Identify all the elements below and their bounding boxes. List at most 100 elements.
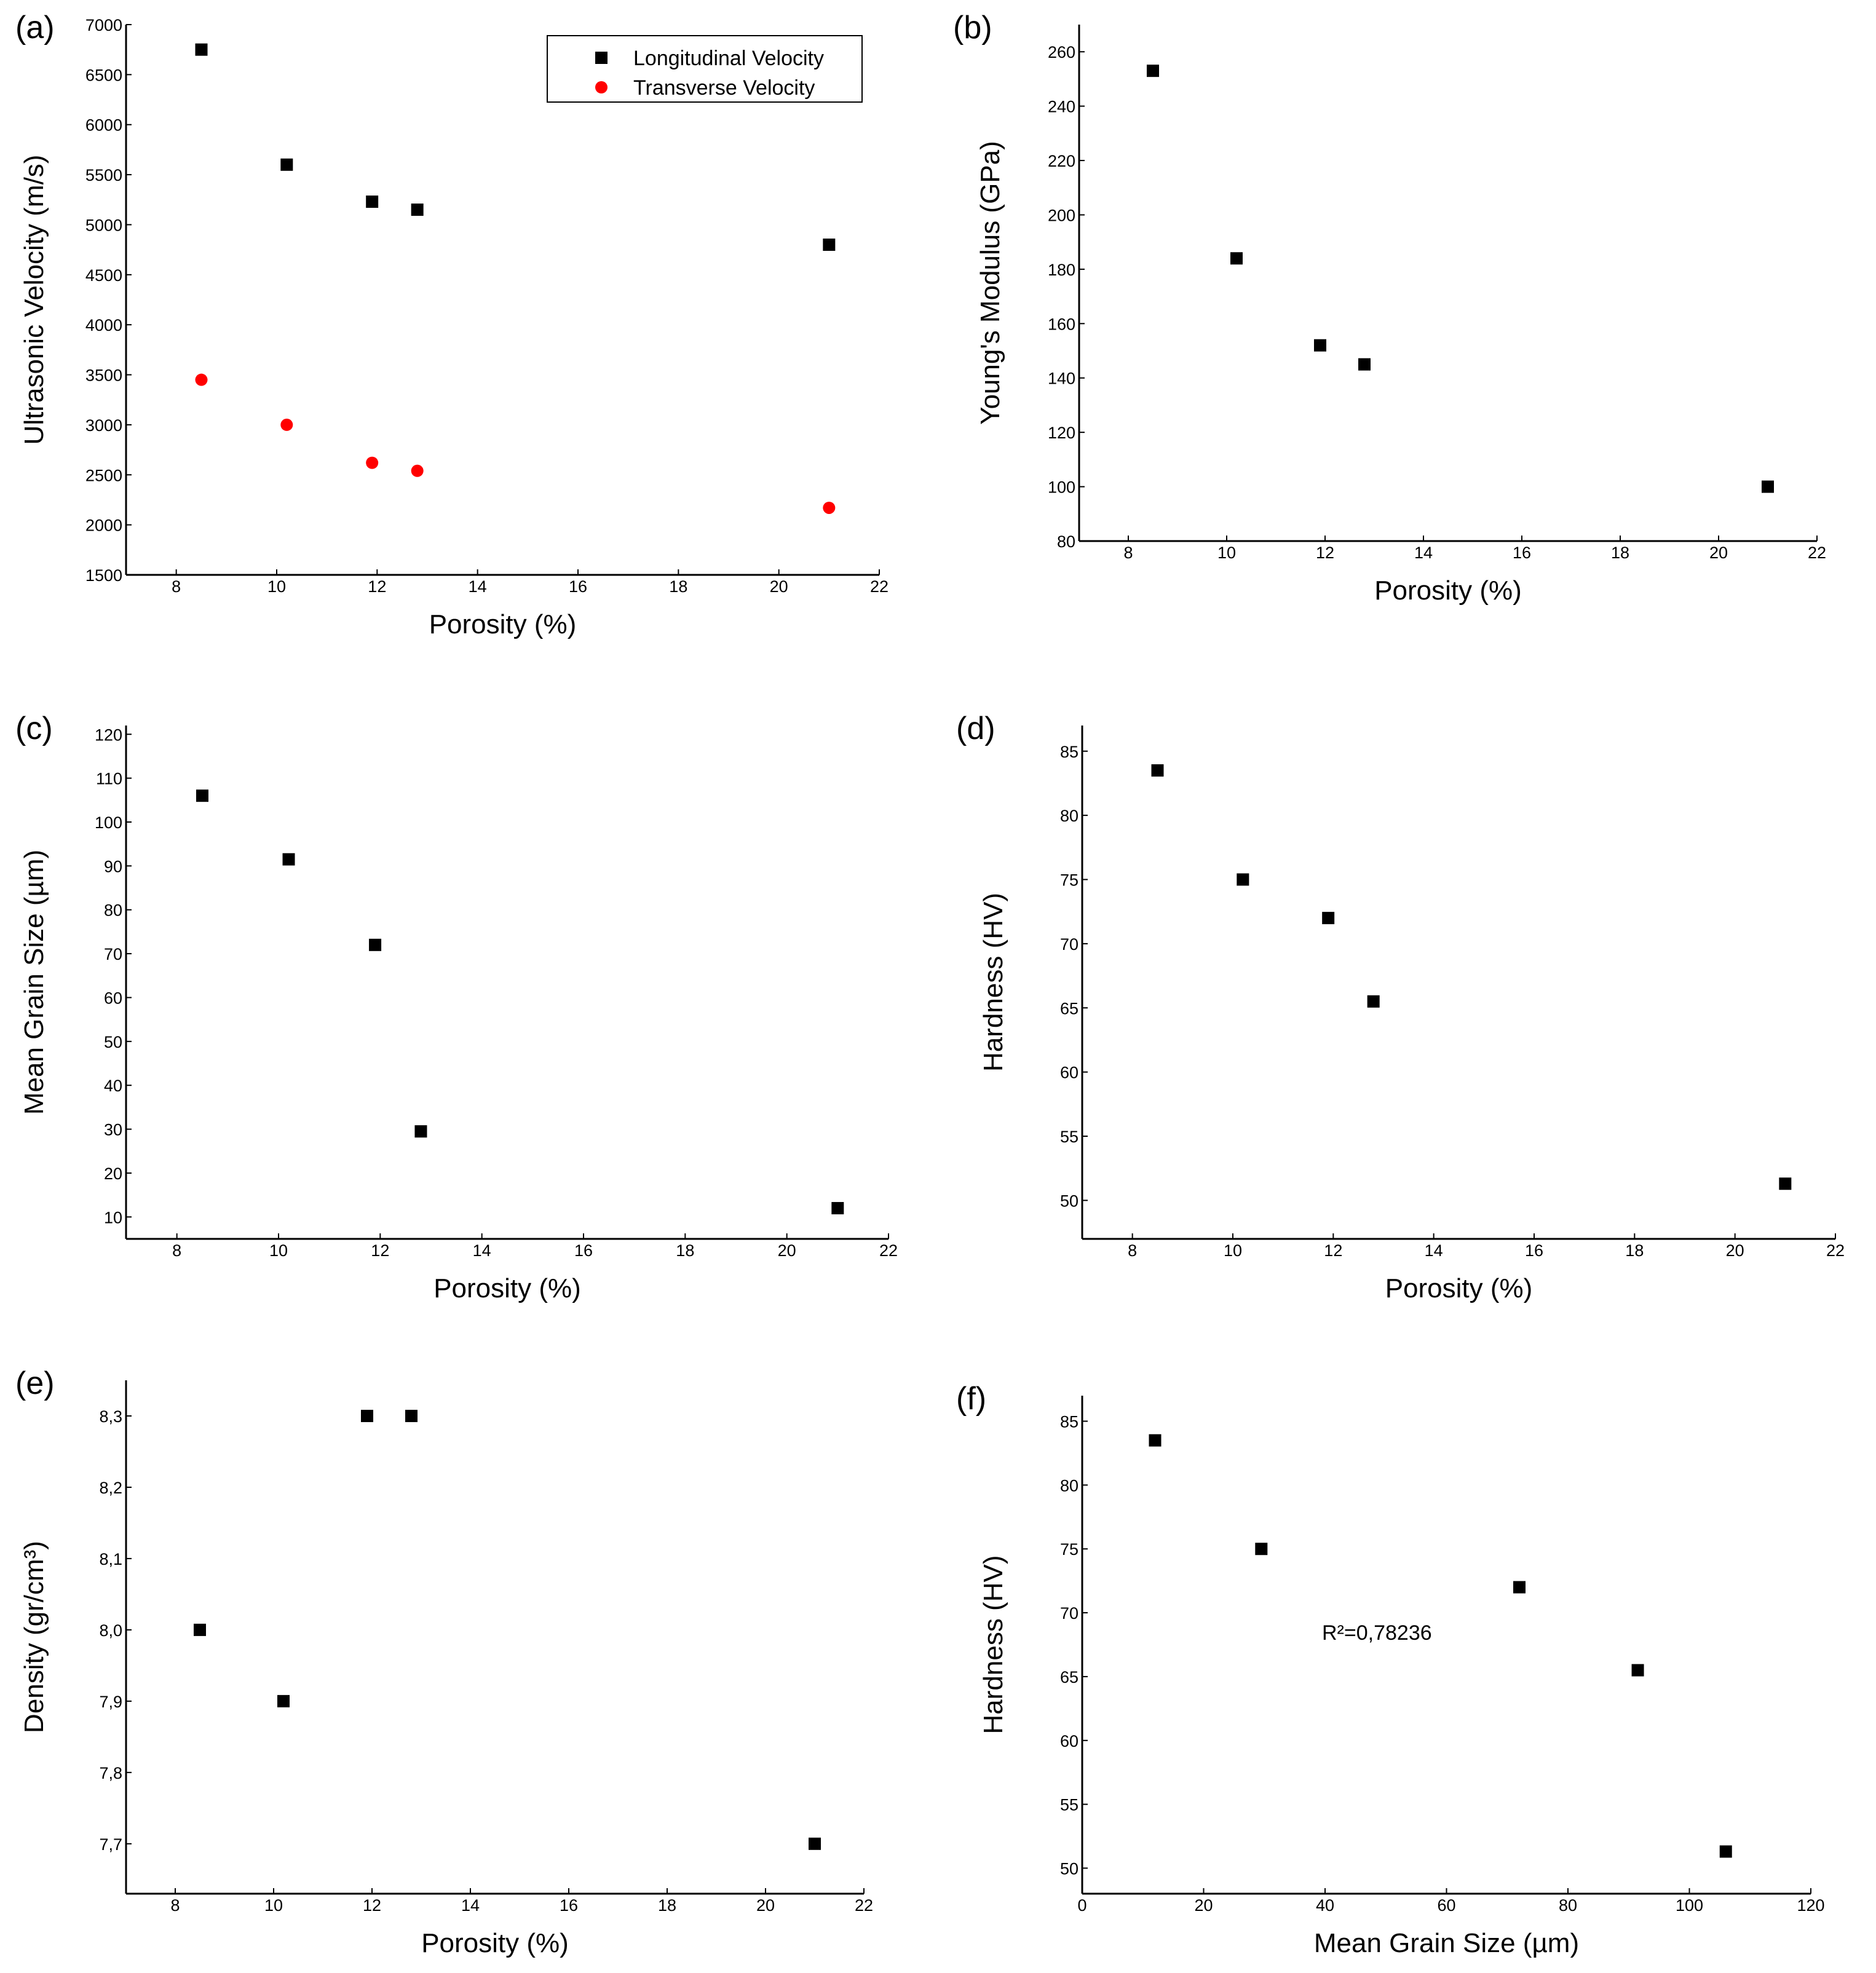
data-point (823, 239, 836, 251)
y-tick-label: 60 (1060, 1064, 1079, 1082)
data-point (1779, 1177, 1792, 1190)
data-point (1719, 1845, 1732, 1858)
x-tick-label: 10 (1224, 1241, 1242, 1260)
y-tick-label: 7,9 (99, 1693, 122, 1711)
chart-panel-d: (d) 8 10 12 14 16 18 20 22 50 55 60 65 70 75 80 85 Porosi… (956, 711, 1845, 1303)
data-point (1147, 65, 1159, 77)
x-tick-label: 14 (469, 577, 487, 596)
data-point (369, 938, 382, 951)
y-tick-label: 70 (104, 945, 122, 963)
x-tick-label: 20 (778, 1241, 796, 1260)
y-tick-label: 80 (1060, 1476, 1079, 1495)
y-tick-label: 70 (1060, 1604, 1079, 1623)
y-tick-label: 220 (1048, 152, 1075, 170)
y-tick-label: 8,3 (99, 1407, 122, 1426)
x-tick-label: 22 (870, 577, 889, 596)
x-tick-label: 18 (1611, 544, 1629, 562)
y-tick-label: 240 (1048, 98, 1075, 116)
data-point (1149, 1434, 1162, 1447)
y-tick-label: 260 (1048, 43, 1075, 61)
panel-label: (f) (956, 1381, 986, 1417)
panel-label: (d) (956, 711, 995, 746)
x-tick-label: 10 (264, 1896, 283, 1915)
x-axis-title: Porosity (%) (433, 1273, 581, 1303)
x-axis-title: Porosity (%) (429, 609, 577, 639)
x-axis-title: Porosity (%) (1374, 575, 1522, 606)
x-tick-label: 8 (1123, 544, 1133, 562)
y-tick-label: 100 (95, 813, 122, 832)
y-tick-label: 4500 (85, 266, 122, 285)
y-axis-title: Young's Modulus (GPa) (975, 141, 1005, 425)
y-tick-label: 75 (1060, 871, 1079, 890)
data-point (1230, 252, 1243, 265)
y-tick-label: 65 (1060, 999, 1079, 1018)
chart-panel-a: (a) 8 10 12 14 16 18 20 22 1500 2000 2500 3000 3500 40… (15, 10, 889, 639)
data-point (405, 1409, 418, 1422)
y-tick-label: 65 (1060, 1668, 1079, 1686)
legend: Longitudinal Velocity Transverse Velocity (547, 35, 863, 103)
y-tick-label: 6000 (85, 116, 122, 135)
x-tick-label: 10 (1217, 544, 1236, 562)
x-tick-label: 22 (1808, 544, 1826, 562)
x-tick-label: 16 (1513, 544, 1531, 562)
y-tick-label: 100 (1048, 478, 1075, 497)
y-tick-label: 7000 (85, 16, 122, 34)
data-point (280, 418, 293, 431)
data-point (361, 1409, 373, 1422)
y-tick-label: 7,8 (99, 1764, 122, 1782)
x-tick-label: 12 (368, 577, 386, 596)
data-point (1367, 995, 1380, 1008)
r-squared-annotation: R²=0,78236 (1322, 1621, 1432, 1645)
data-point (831, 1202, 844, 1215)
data-point (809, 1837, 821, 1850)
x-tick-label: 40 (1316, 1896, 1334, 1915)
y-tick-label: 2500 (85, 466, 122, 484)
data-point (280, 158, 293, 171)
y-axis-title: Density (gr/cm³) (19, 1541, 49, 1733)
data-point (195, 373, 208, 386)
data-point (414, 1125, 427, 1138)
y-tick-label: 10 (104, 1208, 122, 1227)
y-tick-label: 8,1 (99, 1550, 122, 1568)
y-tick-label: 55 (1060, 1128, 1079, 1146)
data-point (1237, 873, 1249, 886)
y-tick-label: 70 (1060, 935, 1079, 954)
x-tick-label: 60 (1437, 1896, 1455, 1915)
y-tick-label: 120 (95, 726, 122, 744)
data-point (411, 204, 424, 216)
y-tick-label: 110 (96, 770, 122, 788)
data-point (194, 1623, 206, 1636)
x-axis-title: Mean Grain Size (µm) (1314, 1928, 1579, 1958)
panel-label: (a) (15, 10, 55, 45)
panel-label: (e) (15, 1366, 55, 1401)
x-tick-label: 20 (770, 577, 788, 596)
y-tick-label: 50 (1060, 1192, 1079, 1210)
y-tick-label: 2000 (85, 516, 122, 535)
y-tick-label: 30 (104, 1121, 122, 1139)
chart-panel-f: (f) 0 20 40 60 80 100 120 50 55 60 65 70 75 80 85 Mean G… (956, 1381, 1825, 1958)
x-tick-label: 100 (1676, 1896, 1703, 1915)
y-tick-label: 20 (104, 1164, 122, 1183)
data-point (1255, 1543, 1268, 1556)
y-tick-label: 3000 (85, 416, 122, 435)
data-point (282, 853, 295, 866)
x-tick-label: 16 (569, 577, 587, 596)
x-tick-label: 14 (473, 1241, 491, 1260)
y-tick-label: 1500 (85, 566, 122, 585)
y-tick-label: 90 (104, 857, 122, 876)
x-tick-label: 14 (461, 1896, 480, 1915)
chart-panel-e: (e) 8 10 12 14 16 18 20 22 7,7 7,8 7,9 8,0 8,1 8,2 8,3 P… (15, 1366, 873, 1958)
x-tick-label: 12 (1324, 1241, 1342, 1260)
y-tick-label: 50 (104, 1033, 122, 1051)
x-tick-label: 120 (1797, 1896, 1824, 1915)
x-tick-label: 12 (363, 1896, 381, 1915)
y-tick-label: 50 (1060, 1859, 1079, 1878)
y-tick-label: 4000 (85, 316, 122, 334)
y-tick-label: 7,7 (99, 1835, 122, 1854)
x-tick-label: 18 (1625, 1241, 1644, 1260)
y-tick-label: 5500 (85, 166, 122, 184)
x-tick-label: 10 (269, 1241, 288, 1260)
x-tick-label: 8 (172, 577, 181, 596)
y-tick-label: 8,2 (99, 1479, 122, 1497)
